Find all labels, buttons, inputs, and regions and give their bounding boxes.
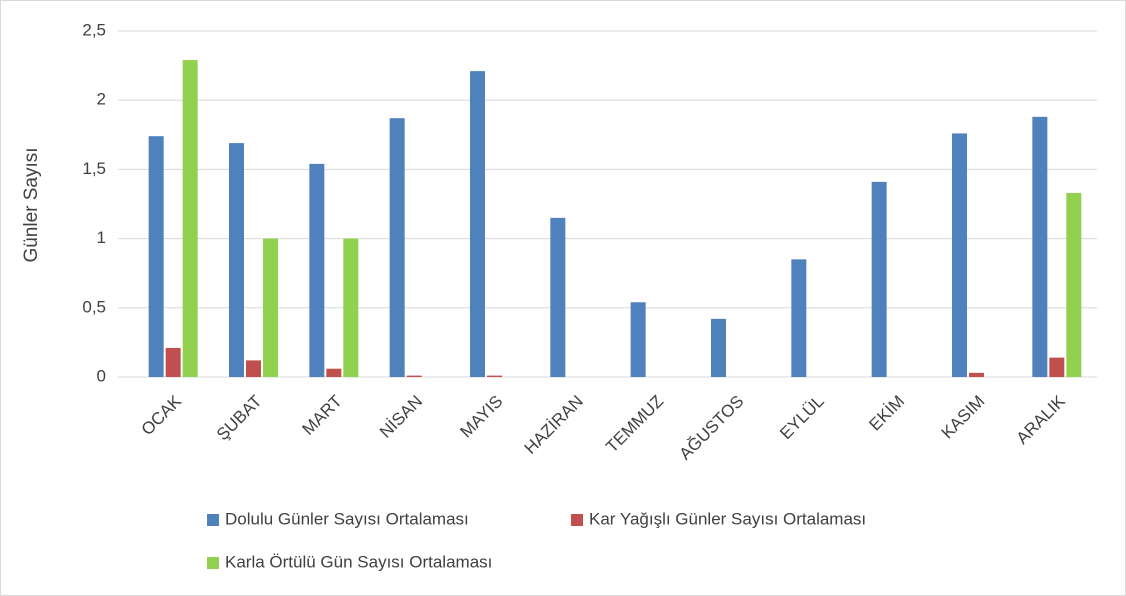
bar xyxy=(182,60,198,378)
legend-swatch xyxy=(207,557,219,569)
bar xyxy=(148,136,164,377)
bar xyxy=(389,118,405,377)
bar xyxy=(1049,357,1065,377)
legend-swatch xyxy=(207,514,219,526)
y-tick-label: 1 xyxy=(97,228,106,247)
bar xyxy=(711,318,726,377)
bar xyxy=(1032,116,1048,378)
y-tick-label: 2,5 xyxy=(82,20,106,39)
bar xyxy=(326,368,342,377)
bar xyxy=(246,360,261,377)
y-axis-title: Günler Sayısı xyxy=(21,147,42,262)
legend-label: Kar Yağışlı Günler Sayısı Ortalaması xyxy=(589,509,866,528)
bar xyxy=(165,347,181,377)
bar xyxy=(969,372,984,377)
legend-swatch xyxy=(571,514,583,526)
legend-label: Karla Örtülü Gün Sayısı Ortalaması xyxy=(225,552,492,571)
bar xyxy=(229,143,244,377)
bar xyxy=(630,302,646,377)
y-tick-label: 2 xyxy=(97,90,106,109)
legend-label: Dolulu Günler Sayısı Ortalaması xyxy=(225,509,469,528)
bar xyxy=(871,181,887,377)
y-tick-label: 0 xyxy=(97,366,106,385)
bar xyxy=(343,238,359,377)
bar xyxy=(550,217,566,377)
bar xyxy=(1066,192,1082,377)
bar xyxy=(952,133,967,377)
bar xyxy=(791,259,807,377)
bar xyxy=(263,238,278,377)
bar xyxy=(470,71,485,378)
bar xyxy=(309,163,325,377)
bar xyxy=(406,375,422,377)
y-tick-label: 1,5 xyxy=(82,159,106,178)
bar xyxy=(487,375,502,377)
y-tick-label: 0,5 xyxy=(82,297,106,316)
